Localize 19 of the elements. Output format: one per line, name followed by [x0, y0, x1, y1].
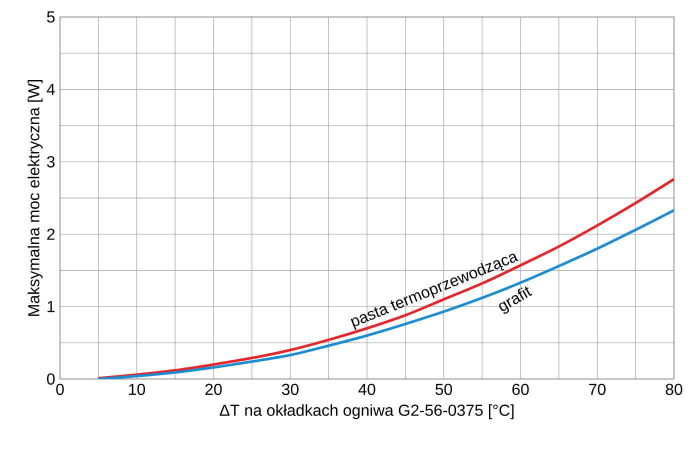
- x-tick-label: 20: [205, 384, 222, 396]
- y-tick-label: 1: [48, 301, 55, 312]
- y-tick-label: 4: [46, 84, 55, 95]
- x-axis-title: ΔT na okładkach ogniwa G2-56-0375 [°C]: [220, 404, 514, 420]
- y-tick-label: 0: [47, 373, 55, 385]
- x-tick-label: 80: [666, 384, 682, 396]
- x-tick-label: 50: [435, 384, 452, 396]
- x-tick-label: 40: [358, 384, 376, 396]
- y-axis-title: Maksymalna moc elektryczna [W]: [28, 80, 43, 316]
- line-series: [97, 208, 674, 379]
- line-series: [97, 178, 674, 379]
- y-tick-label: 5: [47, 11, 55, 23]
- x-tick-label: 70: [589, 384, 606, 396]
- x-tick-label: 60: [512, 384, 529, 396]
- y-tick-label: 2: [47, 228, 54, 240]
- x-tick-label: 0: [56, 384, 64, 396]
- x-tick-label: 30: [282, 384, 299, 396]
- y-tick-label: 3: [47, 156, 55, 168]
- x-tick-label: 10: [129, 384, 146, 396]
